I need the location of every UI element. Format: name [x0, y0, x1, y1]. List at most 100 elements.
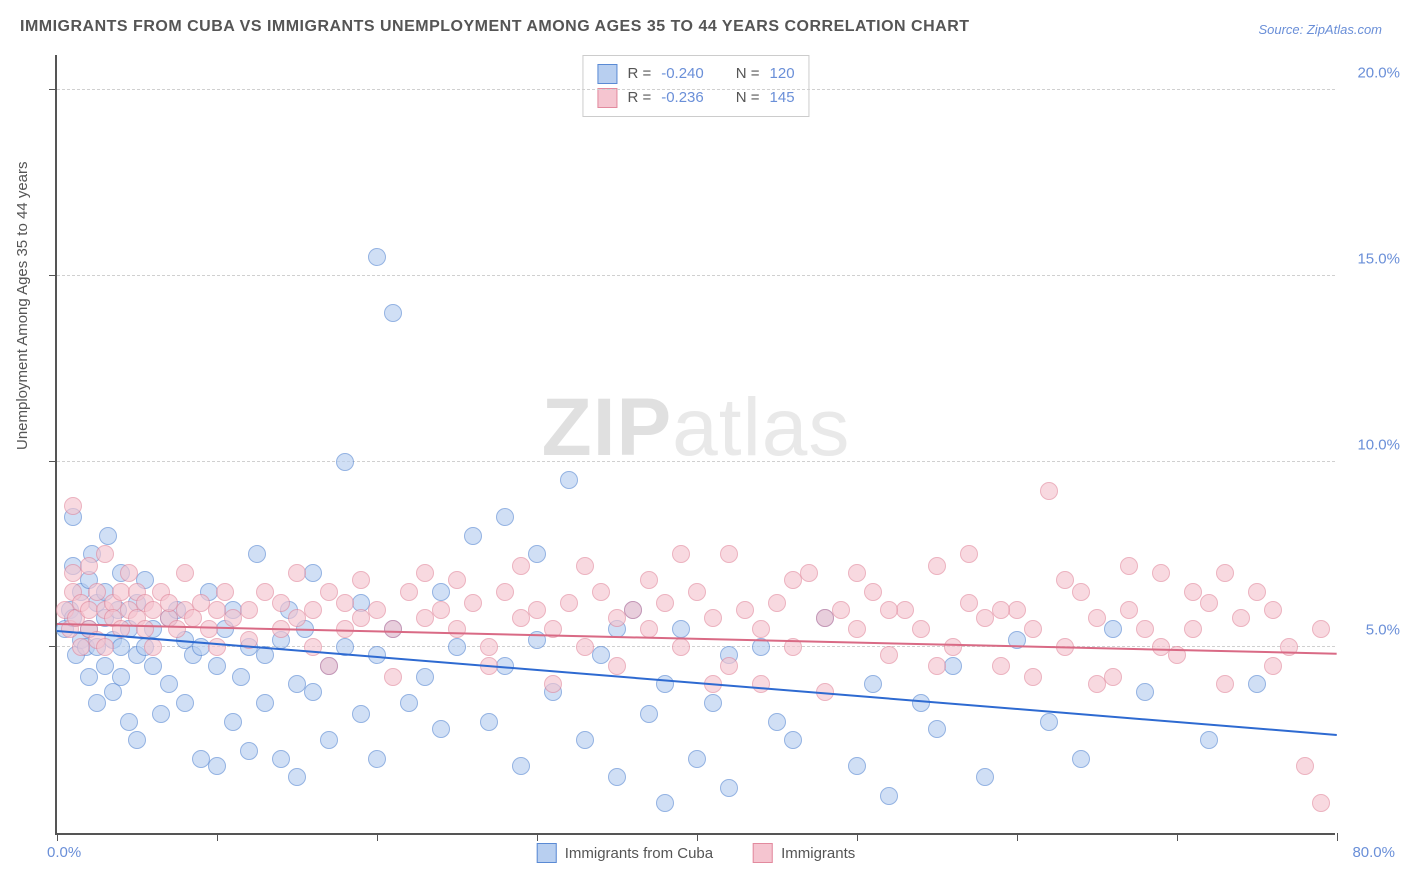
- scatter-point: [528, 545, 546, 563]
- scatter-point: [512, 557, 530, 575]
- scatter-point: [304, 683, 322, 701]
- scatter-point: [320, 583, 338, 601]
- gridline: [57, 275, 1335, 276]
- scatter-point: [768, 713, 786, 731]
- scatter-point: [240, 742, 258, 760]
- x-axis-min-label: 0.0%: [47, 844, 81, 861]
- scatter-point: [688, 750, 706, 768]
- scatter-point: [592, 646, 610, 664]
- scatter-point: [672, 620, 690, 638]
- bottom-legend: Immigrants from Cuba Immigrants: [537, 843, 856, 863]
- x-tick: [1177, 833, 1178, 841]
- scatter-point: [720, 779, 738, 797]
- scatter-point: [688, 583, 706, 601]
- scatter-point: [800, 564, 818, 582]
- scatter-point: [400, 583, 418, 601]
- scatter-point: [352, 705, 370, 723]
- x-tick: [697, 833, 698, 841]
- scatter-point: [416, 668, 434, 686]
- scatter-point: [512, 757, 530, 775]
- scatter-point: [256, 694, 274, 712]
- scatter-point: [1088, 609, 1106, 627]
- scatter-point: [416, 564, 434, 582]
- scatter-point: [864, 583, 882, 601]
- scatter-point: [1184, 620, 1202, 638]
- scatter-point: [144, 657, 162, 675]
- scatter-point: [320, 731, 338, 749]
- scatter-point: [944, 657, 962, 675]
- n-label: N =: [736, 62, 760, 86]
- scatter-point: [384, 668, 402, 686]
- scatter-point: [224, 713, 242, 731]
- scatter-point: [736, 601, 754, 619]
- scatter-point: [112, 668, 130, 686]
- scatter-point: [368, 750, 386, 768]
- scatter-point: [1216, 564, 1234, 582]
- n-value: 120: [770, 62, 795, 86]
- scatter-point: [560, 471, 578, 489]
- legend-label: Immigrants: [781, 845, 855, 862]
- scatter-point: [120, 564, 138, 582]
- r-label: R =: [627, 62, 651, 86]
- scatter-point: [448, 571, 466, 589]
- y-tick-label: 20.0%: [1357, 65, 1400, 82]
- scatter-point: [400, 694, 418, 712]
- scatter-point: [1248, 675, 1266, 693]
- scatter-point: [576, 557, 594, 575]
- scatter-point: [368, 601, 386, 619]
- scatter-point: [304, 638, 322, 656]
- scatter-point: [88, 694, 106, 712]
- x-tick: [1017, 833, 1018, 841]
- legend-label: Immigrants from Cuba: [565, 845, 713, 862]
- scatter-point: [1072, 750, 1090, 768]
- scatter-point: [80, 557, 98, 575]
- scatter-point: [352, 571, 370, 589]
- scatter-point: [248, 545, 266, 563]
- x-tick: [57, 833, 58, 841]
- scatter-point: [656, 794, 674, 812]
- scatter-point: [304, 601, 322, 619]
- scatter-point: [96, 545, 114, 563]
- scatter-point: [464, 594, 482, 612]
- y-tick: [49, 275, 57, 276]
- scatter-point: [448, 638, 466, 656]
- scatter-point: [144, 638, 162, 656]
- scatter-point: [432, 720, 450, 738]
- scatter-point: [720, 657, 738, 675]
- scatter-point: [1152, 638, 1170, 656]
- legend-item: Immigrants from Cuba: [537, 843, 713, 863]
- scatter-point: [368, 248, 386, 266]
- scatter-point: [432, 583, 450, 601]
- scatter-point: [928, 720, 946, 738]
- scatter-point: [640, 571, 658, 589]
- plot-area: ZIPatlas R =-0.240N =120R =-0.236N =145 …: [55, 55, 1335, 835]
- scatter-point: [544, 675, 562, 693]
- scatter-point: [1136, 683, 1154, 701]
- scatter-point: [1216, 675, 1234, 693]
- source-link[interactable]: Source: ZipAtlas.com: [1258, 22, 1382, 37]
- scatter-point: [848, 620, 866, 638]
- scatter-point: [560, 594, 578, 612]
- scatter-point: [136, 620, 154, 638]
- y-tick-label: 5.0%: [1366, 622, 1400, 639]
- scatter-point: [1104, 668, 1122, 686]
- scatter-point: [528, 601, 546, 619]
- scatter-point: [288, 768, 306, 786]
- scatter-point: [288, 564, 306, 582]
- legend-swatch: [597, 88, 617, 108]
- scatter-point: [208, 757, 226, 775]
- scatter-point: [672, 638, 690, 656]
- scatter-point: [1040, 482, 1058, 500]
- x-tick: [537, 833, 538, 841]
- gridline: [57, 461, 1335, 462]
- scatter-point: [624, 601, 642, 619]
- scatter-point: [1264, 657, 1282, 675]
- scatter-point: [880, 646, 898, 664]
- scatter-point: [1088, 675, 1106, 693]
- x-tick: [217, 833, 218, 841]
- scatter-point: [1312, 794, 1330, 812]
- r-value: -0.240: [661, 62, 704, 86]
- y-tick-label: 10.0%: [1357, 436, 1400, 453]
- scatter-point: [128, 731, 146, 749]
- y-tick-label: 15.0%: [1357, 250, 1400, 267]
